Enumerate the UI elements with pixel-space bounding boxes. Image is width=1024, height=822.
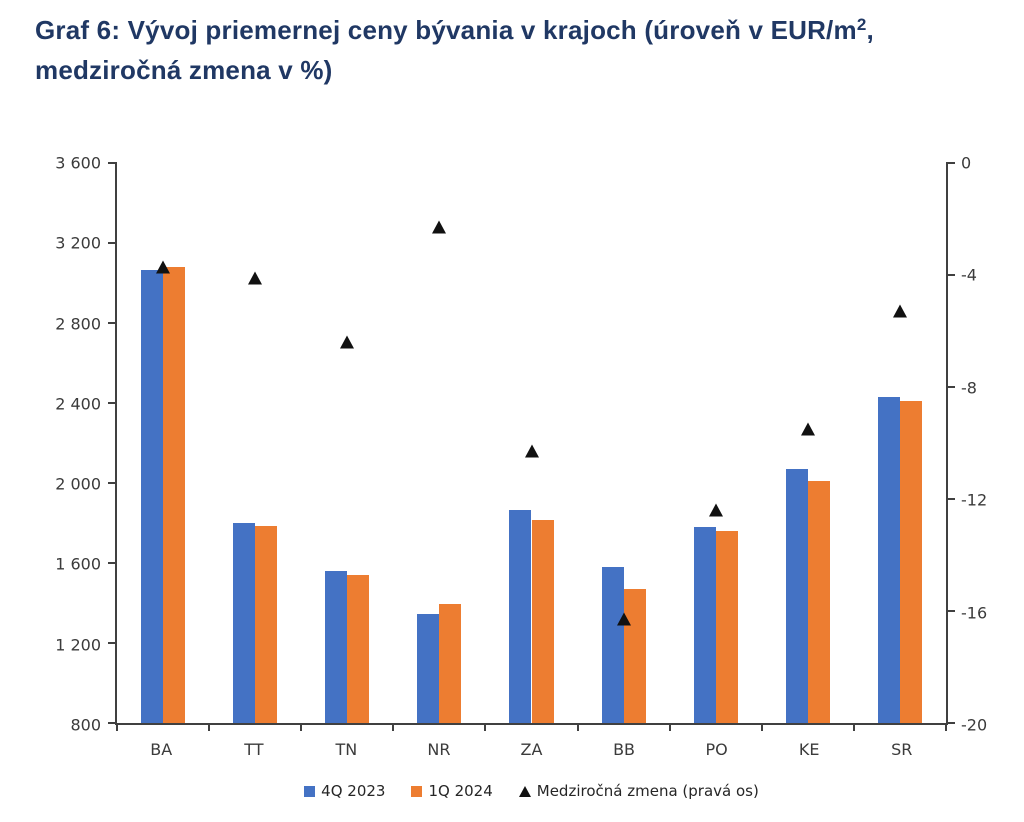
legend-item-3: Medziročná zmena (pravá os) (518, 782, 759, 800)
yoy-change-marker-tn (340, 335, 355, 349)
legend-label: 4Q 2023 (321, 782, 386, 800)
right-axis-tick-label: -12 (961, 490, 988, 510)
left-axis-tick-mark (108, 162, 117, 164)
bar-series1-tt (233, 523, 256, 723)
right-axis-tick-mark (946, 162, 955, 164)
chart-title-line2: medziročná zmena v %) (35, 55, 333, 85)
chart-title: Graf 6: Vývoj priemernej ceny bývania v … (35, 12, 955, 89)
bar-series2-ke (807, 481, 830, 723)
bar-series1-po (693, 527, 716, 723)
right-axis-tick-mark (946, 498, 955, 500)
right-axis-tick-mark (946, 274, 955, 276)
category-axis-tick-mark (116, 723, 118, 731)
category-label-ke: KE (798, 740, 820, 759)
right-axis-tick-mark (946, 386, 955, 388)
right-axis-tick-mark (946, 722, 955, 724)
bar-series2-sr (899, 401, 923, 723)
left-axis-tick-mark (108, 562, 117, 564)
left-axis-tick-mark (108, 722, 117, 724)
category-label-nr: NR (427, 740, 451, 759)
legend-item-1: 4Q 2023 (304, 782, 385, 800)
category-axis-tick-mark (484, 723, 487, 731)
category-label-ba: BA (150, 740, 173, 759)
category-axis-tick-mark (576, 723, 579, 731)
bar-series2-ba (163, 267, 186, 723)
right-axis-tick-label: 0 (961, 153, 972, 173)
yoy-change-marker-bb (616, 612, 631, 626)
chart-title-line1-text: Graf 6: Vývoj priemernej ceny bývania v … (35, 15, 857, 45)
bar-series1-tn (325, 571, 348, 723)
left-axis-tick-label: 2 400 (55, 394, 101, 414)
category-axis-tick-mark (852, 723, 855, 731)
bar-series1-ke (785, 469, 808, 723)
right-axis-tick-mark (946, 610, 955, 612)
category-axis-tick-mark (760, 723, 763, 731)
left-axis-tick-label: 2 800 (55, 314, 101, 334)
left-axis-tick-mark (108, 481, 117, 484)
right-axis-tick-label: -20 (961, 715, 988, 735)
left-axis-tick-mark (108, 241, 117, 244)
left-axis-tick-label: 800 (70, 715, 101, 735)
chart-legend: 4Q 2023 1Q 2024 Medziročná zmena (pravá os… (115, 781, 948, 801)
category-axis-tick-mark (300, 723, 303, 731)
left-axis-tick-mark (108, 402, 117, 404)
category-axis-tick-mark (208, 723, 211, 731)
left-axis-tick-label: 3 200 (55, 233, 101, 253)
bar-series2-tt (255, 526, 278, 723)
left-axis-tick-label: 1 200 (55, 635, 101, 655)
left-axis-tick-label: 3 600 (55, 153, 101, 173)
chart-title-line1: Graf 6: Vývoj priemernej ceny bývania v … (35, 12, 955, 52)
category-label-sr: SR (891, 740, 913, 759)
bar-series2-tn (347, 575, 370, 723)
bar-series1-bb (601, 567, 624, 723)
bar-series2-po (715, 531, 738, 723)
category-axis-labels: BA TT TN NR ZA BB PO KE SR (115, 740, 948, 762)
left-axis-tick-mark (108, 321, 117, 324)
category-label-po: PO (705, 740, 728, 759)
category-axis-tick-mark (668, 723, 671, 731)
right-axis-tick-label: -4 (961, 265, 977, 285)
right-axis-tick-label: -16 (961, 603, 988, 623)
chart-title-line1-comma: , (866, 15, 874, 45)
category-label-tn: TN (335, 740, 358, 759)
bar-series2-nr (439, 604, 462, 723)
category-label-bb: BB (613, 740, 636, 759)
yoy-change-marker-sr (892, 304, 907, 318)
right-axis-labels: 0 -4 -8 -12 -16 -20 (961, 154, 1021, 735)
bar-series1-ba (140, 270, 164, 723)
plot-area (108, 162, 955, 731)
legend-label: 1Q 2024 (428, 782, 493, 800)
yoy-change-marker-ke (800, 422, 815, 436)
yoy-change-marker-po (708, 503, 723, 517)
yoy-change-marker-ba (156, 260, 171, 274)
bar-series1-za (509, 510, 532, 723)
legend-label: Medziročná zmena (pravá os) (536, 782, 759, 800)
category-label-tt: TT (244, 740, 264, 759)
legend-triangle-icon (518, 785, 531, 797)
left-axis-tick-label: 2 000 (55, 474, 101, 494)
left-axis-tick-label: 1 600 (55, 554, 101, 574)
right-axis-tick-label: -8 (961, 378, 977, 398)
legend-square-icon (411, 785, 423, 797)
category-axis-tick-mark (392, 723, 395, 731)
category-label-za: ZA (520, 740, 543, 759)
yoy-change-marker-nr (432, 220, 447, 234)
yoy-change-marker-za (524, 444, 539, 458)
category-axis-tick-mark (945, 723, 947, 731)
left-axis-tick-mark (108, 642, 117, 644)
superscript-2: 2 (856, 15, 867, 34)
left-axis-labels: 3 600 3 200 2 800 2 400 2 000 1 600 1 200 800 (20, 154, 101, 735)
bar-series1-sr (877, 397, 900, 723)
legend-square-icon (304, 785, 316, 797)
yoy-change-marker-tt (248, 271, 263, 285)
bar-series2-bb (623, 589, 646, 723)
bar-series1-nr (417, 614, 440, 723)
legend-item-2: 1Q 2024 (411, 782, 493, 800)
bar-series2-za (531, 520, 554, 723)
